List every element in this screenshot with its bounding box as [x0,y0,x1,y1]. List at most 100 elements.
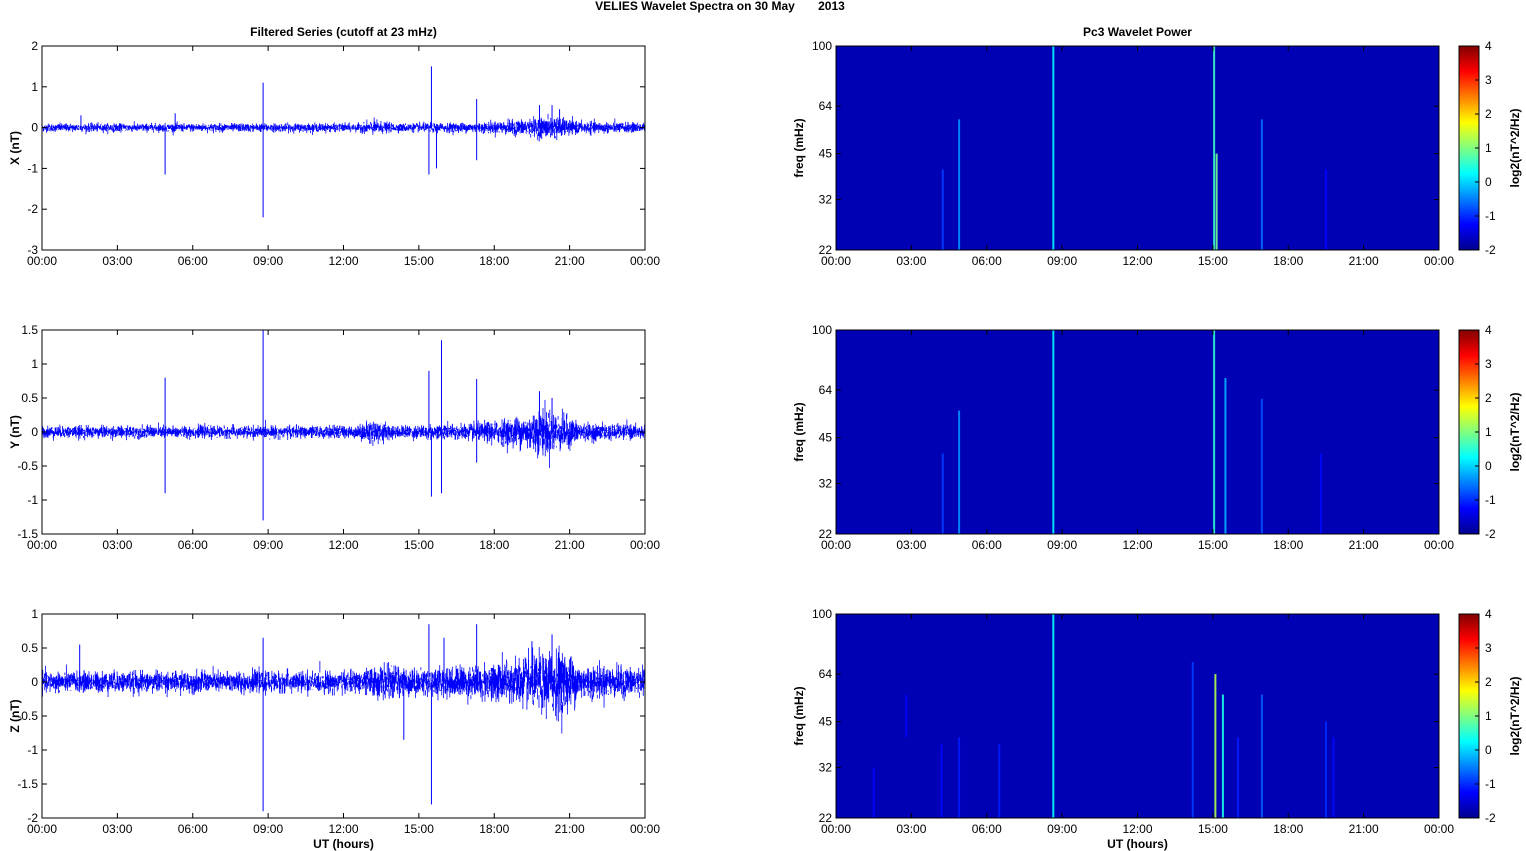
panels: -3 -2 -1 0 1 2 X (nT) 00:00 03:00 06:00 09:00 12:00… [8,25,1522,851]
y-axis-label: freq (mHz) [792,118,806,177]
y-tick-label: 1.5 [21,323,38,337]
power-streak-0 [941,169,944,250]
x-tick-label: 15:00 [1198,822,1228,836]
x-tick-label: 12:00 [328,538,358,552]
plot-frame [41,45,646,251]
power-streak-12 [1332,737,1335,818]
power-streak-6 [1324,169,1327,250]
panel-wavelet-y: 22 32 45 64 100 freq (mHz) -2 -1 0 1 2 3 4 log2(nT^2/… [792,323,1522,552]
y-tick-label: 22 [819,527,833,541]
power-streak-0 [941,453,944,534]
x-tick-label: 18:00 [1273,538,1303,552]
y-tick-label: 2 [31,39,38,53]
power-streak-3 [1213,330,1216,534]
y-tick-label: 0 [31,675,38,689]
x-tick-label: 21:00 [555,254,585,268]
power-streak-4 [1215,153,1218,250]
colorbar-tick-label: -1 [1485,777,1496,791]
x-tick-label: 03:00 [102,254,132,268]
noise-series [42,113,645,142]
power-streak-10 [1260,694,1263,818]
y-tick-label: 100 [812,39,832,53]
colorbar-tick-label: 3 [1485,357,1492,371]
x-tick-label: 21:00 [1349,254,1379,268]
heatmap-background [836,614,1439,818]
y-tick-label: -1 [27,493,38,507]
panel-filtered-z: -2 -1.5 -1 -0.5 0 0.5 1 Z (nT) 00:00 03:00 06:00 09… [8,607,660,851]
y-tick-label: 64 [819,667,833,681]
colorbar-tick-label: 4 [1485,323,1492,337]
x-tick-label: 00:00 [1424,254,1454,268]
y-tick-label: 22 [819,811,833,825]
x-tick-label: 00:00 [27,822,57,836]
power-streak-4 [998,744,1001,818]
colorbar-tick-label: 2 [1485,391,1492,405]
x-tick-label: 03:00 [102,538,132,552]
x-tick-label: 09:00 [1047,538,1077,552]
power-streak-0 [872,767,875,818]
x-tick-label: 18:00 [479,822,509,836]
panel-wavelet-z: 22 32 45 64 100 freq (mHz) -2 -1 0 1 2 3 4 log2(nT^2/… [792,607,1522,851]
colorbar: -2 -1 0 1 2 3 4 log2(nT^2/Hz) [1458,323,1522,541]
y-tick-label: -0.5 [17,459,38,473]
y-tick-label: 22 [819,243,833,257]
y-tick-label: 0 [31,121,38,135]
figure-title: VELIES Wavelet Spectra on 30 May 2013 [595,0,845,13]
y-axis-label: Y (nT) [8,415,22,449]
x-tick-label: 21:00 [1349,822,1379,836]
y-tick-label: -1 [27,743,38,757]
y-axis-label: Z (nT) [8,699,22,732]
x-axis-label: UT (hours) [313,837,374,851]
x-tick-label: 00:00 [1424,538,1454,552]
y-tick-label: 100 [812,323,832,337]
x-tick-label: 06:00 [972,538,1002,552]
colorbar-tick-label: 2 [1485,675,1492,689]
power-streak-4 [1224,378,1227,534]
power-streak-3 [958,737,961,818]
x-tick-label: 00:00 [630,822,660,836]
x-tick-label: 00:00 [821,822,851,836]
x-tick-label: 03:00 [896,538,926,552]
y-tick-label: 0.5 [21,391,38,405]
colorbar-tick-label: -1 [1485,209,1496,223]
y-tick-label: -0.5 [17,709,38,723]
x-tick-label: 09:00 [253,538,283,552]
x-tick-label: 12:00 [328,254,358,268]
x-tick-label: 00:00 [821,538,851,552]
colorbar-tick-label: 1 [1485,141,1492,155]
power-streak-2 [1052,330,1055,534]
power-streak-1 [905,694,908,738]
colorbar-tick-label: 1 [1485,709,1492,723]
colorbar-tick-label: -2 [1485,527,1496,541]
panel-filtered-y: -1.5 -1 -0.5 0 0.5 1 1.5 Y (nT) 00:00 03:00 06:00 0… [8,323,660,552]
y-tick-label: 45 [819,147,833,161]
colorbar-tick-label: 0 [1485,459,1492,473]
x-tick-label: 06:00 [178,538,208,552]
y-tick-label: 0.5 [21,641,38,655]
power-streak-1 [958,119,961,250]
x-tick-label: 18:00 [1273,822,1303,836]
power-streak-5 [1052,614,1055,818]
x-tick-label: 21:00 [555,822,585,836]
x-tick-label: 15:00 [404,254,434,268]
power-streak-6 [1319,453,1322,534]
x-tick-label: 00:00 [630,538,660,552]
x-tick-label: 00:00 [630,254,660,268]
y-tick-label: 32 [819,761,833,775]
y-tick-label: 64 [819,383,833,397]
noise-series [42,645,645,734]
x-tick-label: 09:00 [1047,822,1077,836]
colorbar: -2 -1 0 1 2 3 4 log2(nT^2/Hz) [1458,39,1522,257]
power-streak-1 [958,410,961,534]
power-streak-2 [940,744,943,818]
colorbar-tick-label: 0 [1485,743,1492,757]
power-streak-5 [1260,119,1263,250]
x-tick-label: 15:00 [404,822,434,836]
power-streak-9 [1237,737,1239,818]
x-tick-label: 00:00 [27,538,57,552]
x-tick-label: 21:00 [1349,538,1379,552]
y-tick-label: 100 [812,607,832,621]
colorbar-tick-label: 1 [1485,425,1492,439]
y-tick-label: 1 [31,80,38,94]
y-axis-label: freq (mHz) [792,402,806,461]
